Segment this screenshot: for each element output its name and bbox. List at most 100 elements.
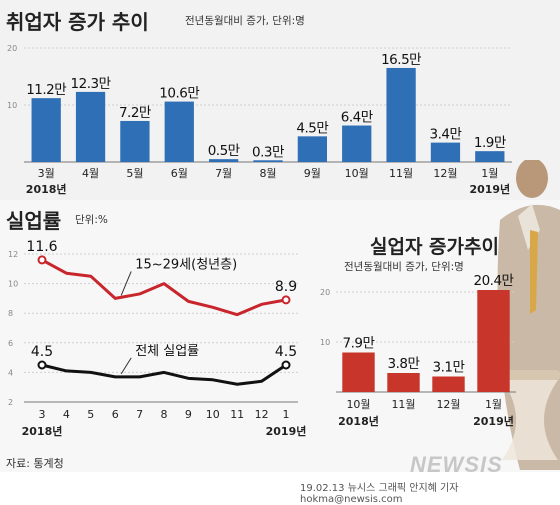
bar-value-label: 3.4만: [430, 127, 462, 143]
series-start-marker: [37, 360, 47, 370]
bar: [432, 376, 465, 392]
year-label: 2019년: [266, 424, 307, 438]
unemployed-chart-subtitle: 전년동월대비 증가, 단위:명: [344, 261, 464, 273]
bar-value-label: 11.2만: [26, 82, 66, 98]
x-tick-label: 3월: [38, 167, 55, 180]
bar-value-label: 10.6만: [159, 86, 199, 102]
x-tick-label: 8월: [259, 167, 276, 180]
bar: [386, 67, 416, 162]
bar: [164, 101, 194, 162]
year-label: 2019년: [473, 414, 514, 428]
x-tick-label: 10: [206, 408, 220, 421]
bar-value-label: 6.4만: [341, 110, 373, 126]
x-tick-label: 5월: [126, 167, 143, 180]
x-tick-label: 10월: [345, 167, 369, 180]
y-tick-label: 2: [8, 398, 13, 407]
bar: [430, 142, 461, 162]
year-label: 2018년: [22, 424, 63, 438]
x-tick-label: 1월: [485, 398, 502, 411]
x-tick-label: 3: [39, 408, 46, 421]
x-tick-label: 6월: [171, 167, 188, 180]
x-tick-label: 7: [136, 408, 143, 421]
bar: [342, 352, 375, 392]
bar: [75, 91, 106, 162]
x-tick-label: 9: [185, 408, 192, 421]
bar: [475, 151, 505, 162]
x-tick-label: 1월: [481, 167, 498, 180]
bar-value-label: 20.4만: [474, 273, 514, 289]
series-name-leader: [120, 271, 132, 296]
x-tick-label: 9월: [304, 167, 321, 180]
x-tick-label: 4월: [82, 167, 99, 180]
unemployment-rate-unit: 단위:%: [75, 214, 108, 226]
series-name-label: 15~29세(청년층): [135, 257, 237, 272]
y-tick-label: 10: [8, 280, 18, 289]
bar: [253, 160, 283, 162]
x-tick-label: 12: [255, 408, 269, 421]
series-start-label: 4.5: [31, 344, 53, 360]
bar-value-label: 3.8만: [388, 356, 420, 372]
series-start-label: 11.6: [26, 239, 57, 255]
bar: [31, 98, 61, 162]
series-end-marker: [281, 295, 291, 305]
employment-chart-title: 취업자 증가 추이: [6, 10, 149, 34]
x-tick-label: 4: [63, 408, 70, 421]
y-tick-label: 20: [320, 288, 330, 297]
credit-text: 19.02.13 뉴시스 그래픽 안지혜 기자 hokma@newsis.com: [300, 483, 459, 505]
newsis-logo: NEWSIS: [410, 452, 503, 477]
bar-value-label: 12.3만: [71, 76, 111, 92]
unemployment-rate-title: 실업률: [6, 209, 62, 233]
x-tick-label: 10월: [346, 398, 370, 411]
bar-value-label: 1.9만: [474, 135, 506, 151]
x-tick-label: 1: [283, 408, 290, 421]
series-name-label: 전체 실업률: [135, 344, 199, 359]
x-tick-label: 12월: [433, 167, 457, 180]
series-line: [41, 363, 287, 386]
series-start-marker: [37, 255, 47, 265]
bar-value-label: 4.5만: [296, 120, 328, 136]
x-tick-label: 12월: [436, 398, 460, 411]
unemployed-chart-title: 실업자 증가추이: [370, 236, 499, 258]
x-tick-label: 5: [87, 408, 94, 421]
bar: [297, 136, 328, 162]
footer-bar: [0, 472, 560, 498]
y-tick-label: 8: [8, 309, 13, 318]
bar-value-label: 16.5만: [381, 52, 421, 68]
unemployed-bar-chart: 10 20 7.9만 10월 3.8만 11월 3.1만 12월 20.4만 1월 2018년 201…: [320, 273, 516, 428]
series-line: [41, 258, 287, 317]
source-text: 자료: 통계청: [6, 457, 64, 470]
series-end-label: 8.9: [275, 279, 297, 295]
bar: [208, 159, 239, 162]
x-tick-label: 6: [112, 408, 119, 421]
x-tick-label: 8: [161, 408, 168, 421]
series-name-leader: [120, 357, 132, 375]
bar: [387, 373, 420, 392]
y-tick-label: 12: [8, 250, 18, 259]
bar-value-label: 3.1만: [433, 360, 465, 376]
bar-value-label: 7.2만: [119, 105, 151, 121]
employment-chart-subtitle: 전년동월대비 증가, 단위:명: [185, 15, 305, 27]
bottom-background: [0, 200, 560, 472]
year-label: 2019년: [469, 182, 510, 196]
series-end-marker: [281, 360, 291, 370]
bar-value-label: 0.5만: [208, 143, 240, 159]
bar: [477, 290, 510, 392]
x-tick-label: 7월: [215, 167, 232, 180]
year-label: 2018년: [338, 414, 379, 428]
unemployment-line-chart: 2 4 6 8 10 12 3 4 5 6 7 8 9 10 11 12 1 2018년 2019년 11.6 8.9 1…: [8, 239, 307, 438]
y-tick-label: 20: [7, 44, 17, 53]
year-label: 2018년: [26, 182, 67, 196]
y-tick-label: 4: [8, 368, 13, 377]
series-end-label: 4.5: [275, 344, 297, 360]
x-tick-label: 11월: [391, 398, 415, 411]
bar-value-label: 0.3만: [252, 144, 284, 160]
x-tick-label: 11: [230, 408, 244, 421]
y-tick-label: 6: [8, 339, 13, 348]
employment-bar-chart: 10 20 11.2만 3월 12.3만 4월 7.2만 5월 10.6만 6월 0.5만 7월 0.3…: [7, 44, 512, 196]
bar: [342, 125, 372, 162]
y-tick-label: 10: [7, 101, 17, 110]
x-tick-label: 11월: [389, 167, 413, 180]
bar: [120, 120, 150, 162]
y-tick-label: 10: [320, 338, 330, 347]
bar-value-label: 7.9만: [343, 336, 375, 352]
